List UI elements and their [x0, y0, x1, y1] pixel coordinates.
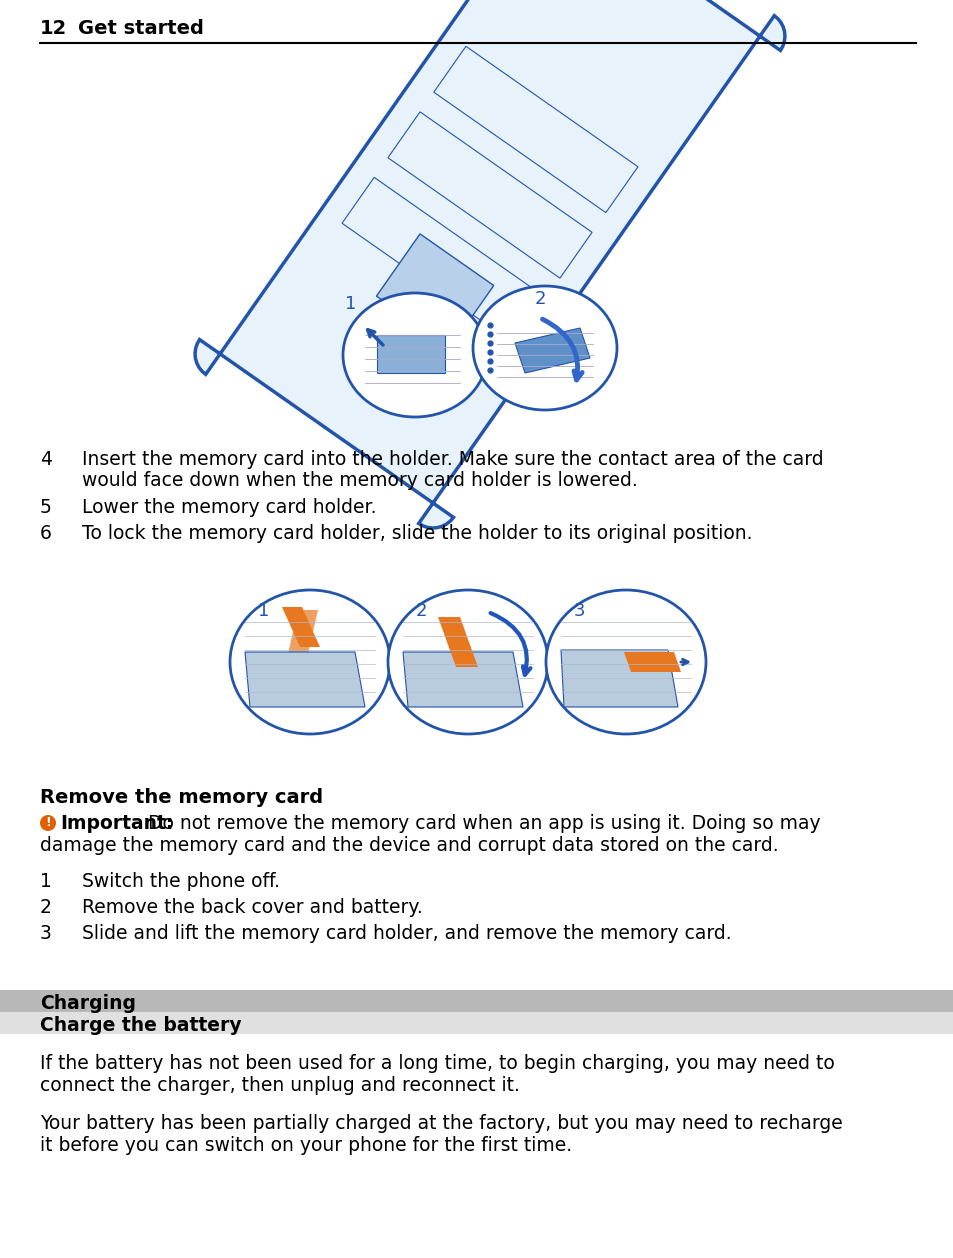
Polygon shape: [245, 652, 365, 707]
Text: 5: 5: [40, 498, 51, 517]
Text: Switch the phone off.: Switch the phone off.: [82, 872, 280, 891]
Polygon shape: [623, 652, 680, 672]
Text: Lower the memory card holder.: Lower the memory card holder.: [82, 498, 376, 517]
Text: 3: 3: [40, 923, 51, 944]
Text: damage the memory card and the device and corrupt data stored on the card.: damage the memory card and the device an…: [40, 837, 778, 855]
Circle shape: [40, 815, 56, 832]
Text: 4: 4: [40, 450, 52, 469]
Bar: [0, 1011, 953, 1034]
Text: If the battery has not been used for a long time, to begin charging, you may nee: If the battery has not been used for a l…: [40, 1054, 834, 1073]
Text: Slide and lift the memory card holder, and remove the memory card.: Slide and lift the memory card holder, a…: [82, 923, 731, 944]
Polygon shape: [282, 608, 319, 647]
Text: Remove the memory card: Remove the memory card: [40, 788, 323, 806]
Bar: [0, 990, 953, 1011]
Text: Insert the memory card into the holder. Make sure the contact area of the card: Insert the memory card into the holder. …: [82, 450, 822, 469]
Text: Charge the battery: Charge the battery: [40, 1016, 241, 1035]
Text: would face down when the memory card holder is lowered.: would face down when the memory card hol…: [82, 470, 638, 491]
Ellipse shape: [343, 293, 486, 416]
Text: 6: 6: [40, 525, 51, 543]
Text: 2: 2: [40, 898, 51, 917]
Ellipse shape: [230, 590, 390, 733]
Text: 3: 3: [574, 603, 585, 620]
Polygon shape: [376, 335, 444, 374]
Polygon shape: [376, 234, 494, 347]
Text: 1: 1: [40, 872, 51, 891]
Text: it before you can switch on your phone for the first time.: it before you can switch on your phone f…: [40, 1136, 572, 1155]
Text: Important:: Important:: [60, 814, 173, 833]
Polygon shape: [402, 652, 522, 707]
Text: connect the charger, then unplug and reconnect it.: connect the charger, then unplug and rec…: [40, 1076, 519, 1094]
Text: Remove the back cover and battery.: Remove the back cover and battery.: [82, 898, 422, 917]
Text: 2: 2: [535, 291, 546, 308]
Text: !: !: [45, 816, 51, 829]
Text: Your battery has been partially charged at the factory, but you may need to rech: Your battery has been partially charged …: [40, 1115, 841, 1133]
Text: To lock the memory card holder, slide the holder to its original position.: To lock the memory card holder, slide th…: [82, 525, 752, 543]
Polygon shape: [560, 650, 678, 707]
Text: 1: 1: [345, 294, 356, 313]
Polygon shape: [194, 0, 784, 528]
Ellipse shape: [545, 590, 705, 733]
Text: Get started: Get started: [78, 19, 204, 38]
Polygon shape: [285, 610, 317, 667]
Text: 1: 1: [257, 603, 269, 620]
Text: 12: 12: [40, 19, 67, 38]
Text: Charging: Charging: [40, 994, 136, 1013]
Text: Do not remove the memory card when an app is using it. Doing so may: Do not remove the memory card when an ap…: [142, 814, 820, 833]
Ellipse shape: [473, 286, 617, 410]
Polygon shape: [437, 616, 477, 667]
Polygon shape: [515, 328, 589, 374]
Text: 2: 2: [416, 603, 427, 620]
Ellipse shape: [388, 590, 547, 733]
